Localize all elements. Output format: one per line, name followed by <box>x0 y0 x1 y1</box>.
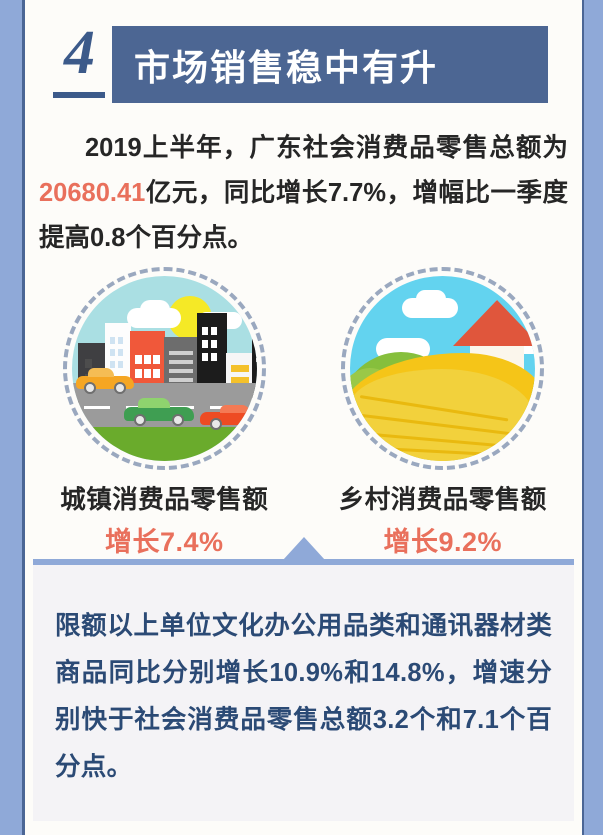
rural-circle-frame <box>341 267 545 470</box>
callout-pointer-icon <box>282 537 325 560</box>
stat-card-urban: 城镇消费品零售额 增长7.4% <box>39 267 289 559</box>
left-frame-rule <box>22 0 25 835</box>
intro-text-part-2: 亿元，同比增长7.7%，增幅比一季度提高0.8个百分点。 <box>39 179 568 252</box>
section-header: 4 市场销售稳中有升 <box>25 0 582 118</box>
house-roof-icon <box>453 300 536 346</box>
page-title: 市场销售稳中有升 <box>134 46 439 88</box>
building <box>251 306 257 403</box>
section-number-block: 4 <box>45 22 113 100</box>
intro-paragraph: 2019上半年，广东社会消费品零售总额为 20680.41亿元，同比增长7.7%，… <box>25 118 582 261</box>
wheat-field-foreground <box>350 369 536 461</box>
stat-cards-row: 城镇消费品零售额 增长7.4% <box>25 267 582 557</box>
urban-city-scene-icon <box>71 276 257 461</box>
stat-card-value: 增长9.2% <box>383 527 503 557</box>
intro-highlight-value: 20680.41 <box>39 179 146 207</box>
note-text: 限额以上单位文化办公用品类和通讯器材类商品同比分别增长10.9%和14.8%，增… <box>55 612 552 781</box>
section-title-banner: 市场销售稳中有升 <box>112 26 548 103</box>
rural-countryside-scene-icon <box>350 276 536 461</box>
cloud-icon <box>139 300 170 320</box>
note-box: 限额以上单位文化办公用品类和通讯器材类商品同比分别增长10.9%和14.8%，增… <box>33 559 574 821</box>
cloud-icon <box>416 290 447 308</box>
section-number-underline <box>53 92 105 98</box>
grass-strip <box>71 427 257 461</box>
car-icon <box>199 403 257 430</box>
car-icon <box>75 367 134 394</box>
stat-card-label: 乡村消费品零售额 <box>338 486 547 514</box>
note-section: 限额以上单位文化办公用品类和通讯器材类商品同比分别增长10.9%和14.8%，增… <box>25 537 582 821</box>
content-sheet: 4 市场销售稳中有升 2019上半年，广东社会消费品零售总额为 20680.41亿… <box>25 0 582 835</box>
stat-card-value: 增长7.4% <box>104 527 224 557</box>
urban-circle-frame <box>62 267 266 470</box>
stat-card-rural: 乡村消费品零售额 增长9.2% <box>318 267 568 559</box>
car-icon <box>123 397 194 426</box>
intro-text-part-1: 2019上半年，广东社会消费品零售总额为 <box>85 134 568 162</box>
right-frame-rule <box>581 0 584 835</box>
section-number: 4 <box>64 19 95 87</box>
stat-card-label: 城镇消费品零售额 <box>60 486 269 514</box>
